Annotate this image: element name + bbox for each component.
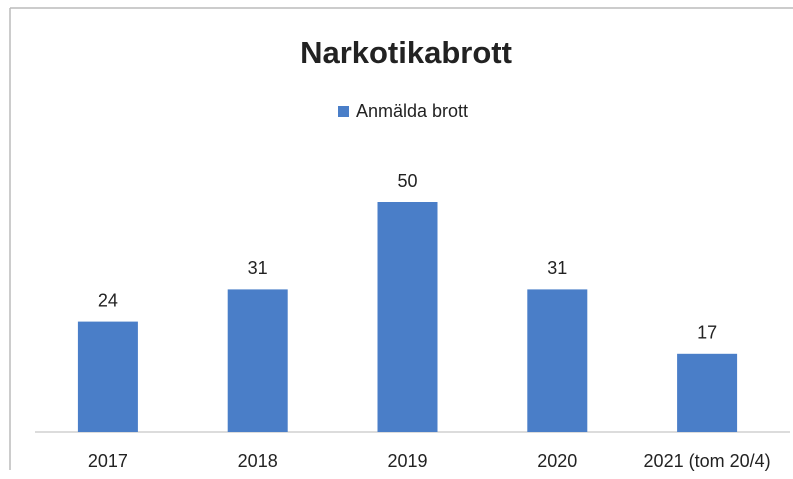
bar [77, 321, 138, 432]
legend-label: Anmälda brott [356, 101, 468, 121]
x-tick-label: 2020 [537, 451, 577, 471]
data-label: 17 [697, 323, 717, 343]
data-label: 31 [248, 258, 268, 278]
x-tick-label: 2021 (tom 20/4) [644, 451, 771, 471]
bar [527, 289, 588, 432]
chart-title: Narkotikabrott [300, 35, 512, 70]
bar [377, 202, 438, 432]
bar [227, 289, 288, 432]
x-tick-label: 2019 [387, 451, 427, 471]
data-label: 24 [98, 290, 118, 310]
x-tick-label: 2017 [88, 451, 128, 471]
legend-swatch [338, 106, 349, 117]
data-label: 31 [547, 258, 567, 278]
data-label: 50 [397, 171, 417, 191]
x-tick-label: 2018 [238, 451, 278, 471]
bar [677, 353, 738, 432]
